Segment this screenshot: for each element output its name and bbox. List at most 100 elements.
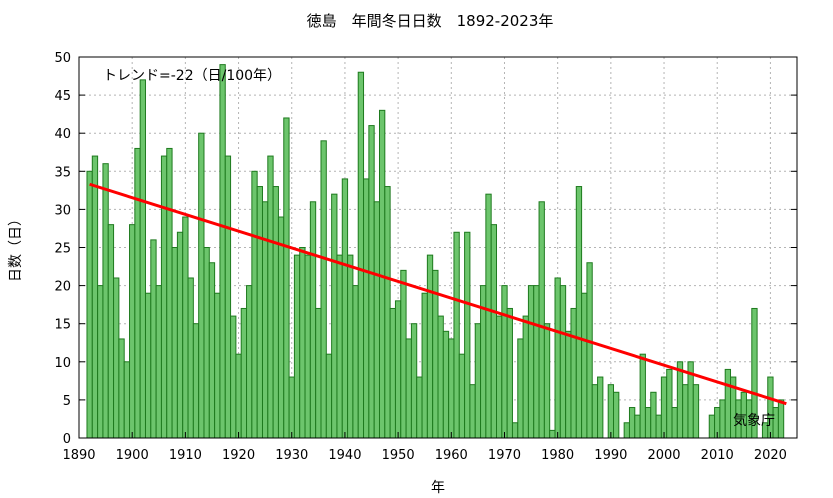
bar-1970 (501, 285, 508, 439)
bar-1954 (416, 376, 423, 439)
bar-1950 (394, 300, 402, 439)
bar-1912 (192, 323, 200, 439)
bar-1922 (246, 285, 253, 439)
bar-1926 (267, 155, 274, 439)
y-axis-ticks: 0 5 10 15 20 25 30 35 40 45 50 (54, 51, 797, 447)
bar-1914 (203, 247, 210, 439)
bar-1957 (432, 269, 439, 439)
bar-1898 (118, 338, 125, 439)
bar-1967 (485, 193, 492, 439)
bar-1932 (299, 247, 306, 439)
x-tick-label: 1900 (116, 448, 149, 463)
x-tick-label: 1960 (435, 448, 468, 463)
trend-annotation: トレンド=-22（日/100年） (103, 68, 281, 84)
bar-1965 (474, 323, 482, 439)
bar-2001 (666, 368, 673, 439)
bar-1913 (198, 132, 205, 439)
bar-1892 (86, 170, 93, 439)
bar-1941 (347, 254, 354, 439)
x-tick-label: 2010 (701, 448, 734, 463)
bar-1981 (559, 285, 567, 439)
bar-1971 (506, 307, 513, 439)
bar-1942 (352, 285, 359, 439)
x-tick-label: 1980 (541, 448, 574, 463)
bar-2003 (676, 361, 684, 439)
y-tick-label: 20 (54, 280, 71, 295)
bar-1910 (182, 216, 189, 439)
bar-1951 (400, 269, 407, 439)
bar-1899 (123, 361, 131, 439)
y-tick-label: 45 (54, 89, 71, 104)
bar-1976 (533, 285, 540, 439)
x-tick-label: 1940 (328, 448, 361, 463)
bar-2012 (724, 368, 732, 439)
bar-1998 (650, 391, 657, 439)
bar-1984 (575, 186, 583, 439)
y-axis-label: 日数（日） (8, 212, 24, 282)
bar-1923 (251, 170, 258, 439)
x-tick-label: 1930 (275, 448, 308, 463)
bar-1996 (639, 353, 646, 439)
bar-1939 (336, 254, 343, 439)
bar-1952 (405, 338, 412, 439)
x-tick-label: 1910 (169, 448, 202, 463)
bar-1986 (586, 262, 593, 439)
trend-line (89, 182, 787, 406)
y-tick-label: 30 (54, 203, 71, 218)
bar-1978 (543, 323, 551, 439)
x-axis-ticks: 1890 1900 1910 1920 1930 1940 1950 1960 1970 1980… (62, 432, 787, 463)
bar-1959 (442, 330, 450, 439)
bar-1983 (570, 307, 577, 439)
bar-1953 (410, 323, 418, 439)
bar-1927 (272, 186, 279, 439)
bar-1930 (288, 376, 295, 439)
bar-1946 (373, 201, 380, 439)
y-tick-label: 25 (54, 242, 71, 257)
bar-1963 (464, 231, 471, 439)
bar-1937 (325, 353, 333, 439)
bar-1929 (283, 117, 290, 439)
bar-1918 (224, 155, 232, 439)
y-tick-label: 0 (63, 432, 71, 447)
x-axis-label: 年 (431, 480, 445, 496)
bar-2006 (692, 384, 700, 439)
bar-1991 (613, 391, 620, 439)
bar-1987 (591, 384, 599, 439)
bar-1901 (134, 147, 141, 439)
bar-1968 (490, 224, 498, 439)
bar-1980 (554, 277, 561, 439)
y-tick-label: 35 (54, 165, 71, 180)
y-tick-label: 50 (54, 51, 71, 66)
bar-1973 (517, 338, 524, 439)
bar-1925 (261, 201, 269, 439)
bar-1895 (102, 163, 109, 439)
bar-1900 (129, 224, 136, 439)
bar-2000 (660, 376, 668, 439)
bar-2011 (719, 399, 726, 439)
bar-1956 (426, 254, 434, 439)
bar-1994 (628, 407, 636, 439)
bar-1915 (208, 262, 216, 439)
bar-1948 (384, 186, 391, 439)
source-label: 気象庁 (733, 413, 775, 429)
bar-1934 (309, 201, 317, 439)
bar-1897 (113, 277, 120, 439)
x-tick-label: 1990 (594, 448, 627, 463)
bar-1905 (155, 285, 162, 439)
y-tick-label: 40 (54, 127, 71, 142)
bars (86, 64, 785, 439)
bar-2002 (671, 407, 678, 439)
bar-1917 (219, 64, 226, 439)
bar-1985 (581, 292, 588, 439)
bar-1924 (256, 186, 263, 439)
bar-1961 (453, 231, 460, 439)
bar-1979 (549, 429, 556, 439)
x-tick-label: 1950 (382, 448, 415, 463)
bar-1943 (357, 71, 365, 439)
bar-1969 (496, 315, 503, 439)
bar-1977 (538, 201, 545, 439)
bar-1916 (214, 292, 221, 439)
bar-1896 (107, 224, 115, 439)
bar-1894 (97, 285, 104, 439)
